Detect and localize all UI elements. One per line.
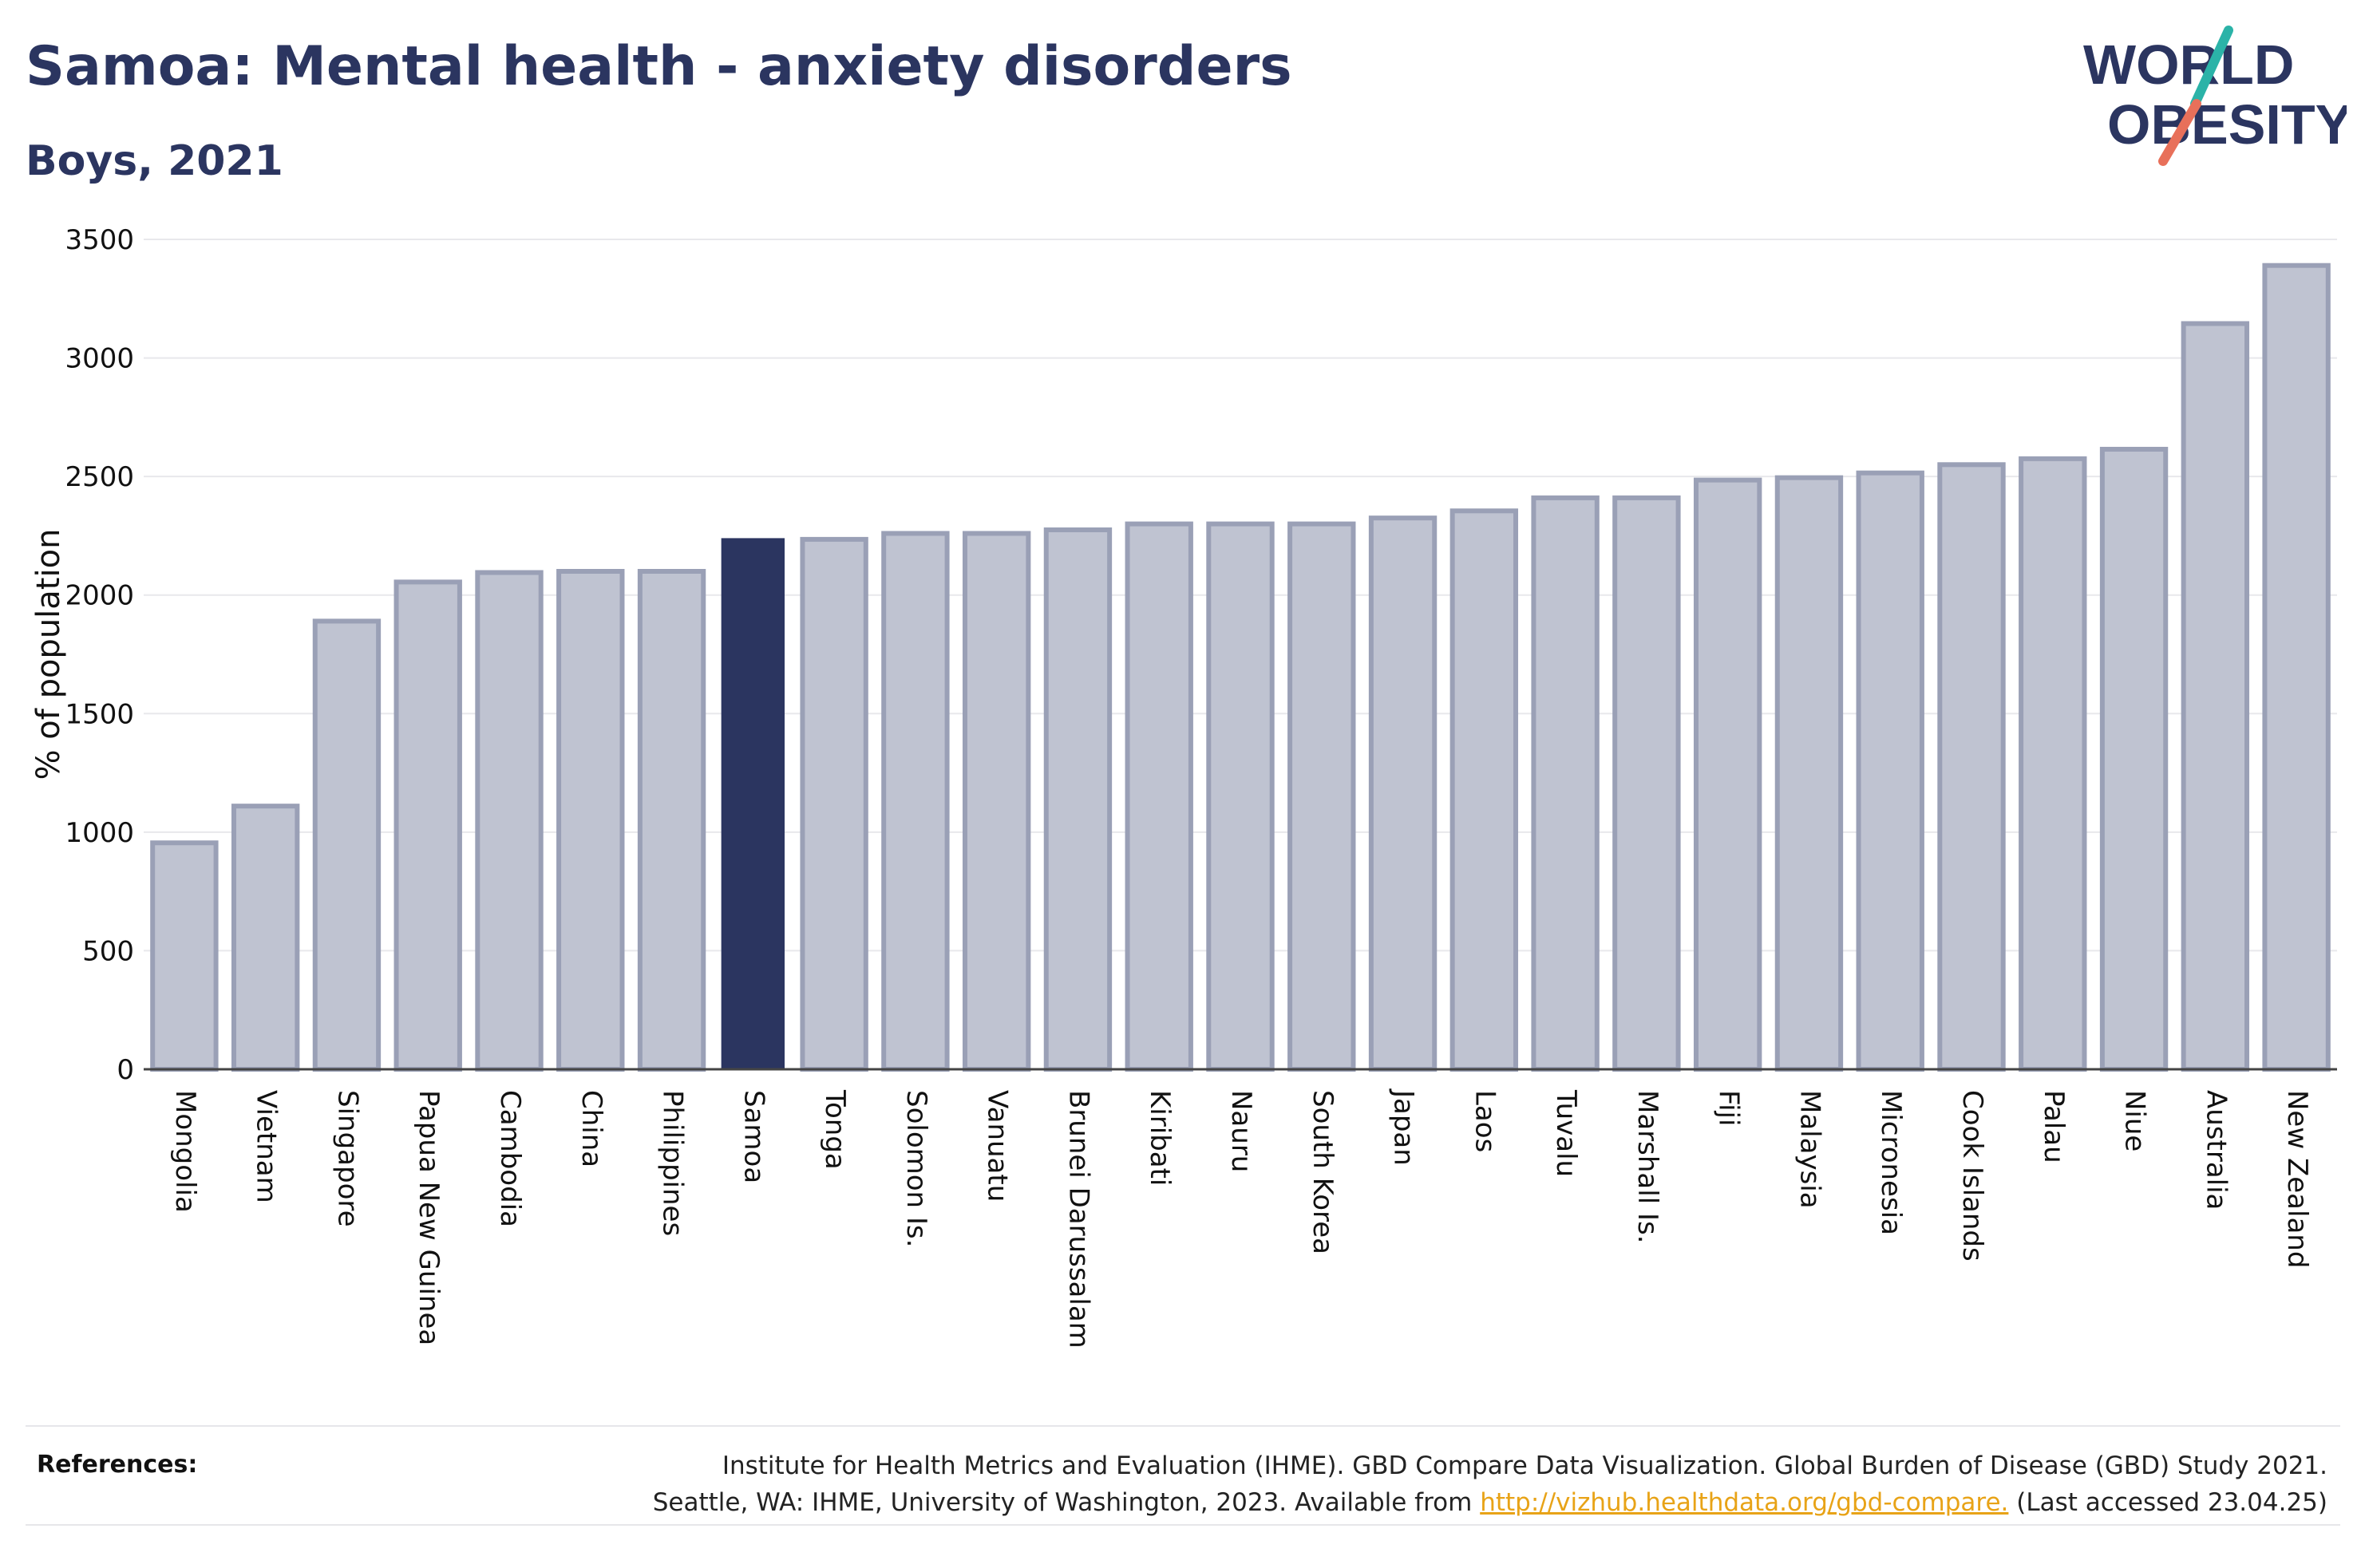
x-tick-label: Fiji	[1713, 1090, 1745, 1126]
bar	[1125, 521, 1193, 1072]
bar	[1368, 515, 1438, 1072]
bar	[1206, 521, 1275, 1072]
divider-top	[26, 1425, 2340, 1427]
x-tick-label: Philippines	[657, 1090, 689, 1236]
references-line1: Institute for Health Metrics and Evaluat…	[722, 1451, 2327, 1480]
x-tick-label: Samoa	[738, 1090, 769, 1183]
x-tick-label: Solomon Is.	[900, 1090, 932, 1247]
references-line2: Seattle, WA: IHME, University of Washing…	[492, 1484, 2327, 1521]
bar	[231, 804, 300, 1072]
x-tick-label: Papua New Guinea	[413, 1090, 445, 1345]
x-tick-label: Micronesia	[1875, 1090, 1907, 1235]
bar	[2262, 263, 2331, 1072]
bar	[150, 840, 219, 1072]
bar	[1856, 470, 1924, 1072]
x-tick-label: Vanuatu	[982, 1090, 1014, 1202]
bar-chart: 0 500 1000 1500 2000 2500 3000 3500 Mongolia Vie…	[30, 224, 2337, 1349]
y-tick-label: 500	[82, 935, 134, 967]
bar	[2099, 446, 2169, 1072]
bar	[475, 570, 544, 1072]
logo-line2: OBESITY	[2107, 93, 2347, 156]
x-tick-label: Singapore	[331, 1090, 363, 1227]
bar	[2019, 456, 2087, 1072]
x-tick-label: Malaysia	[1793, 1090, 1825, 1209]
y-tick-label: 1000	[65, 817, 134, 849]
bar	[1774, 475, 1844, 1072]
x-tick-label: Brunei Darussalam	[1062, 1090, 1094, 1349]
x-tick-labels: Mongolia Vietnam Singapore Papua New Guinea…	[169, 1088, 2313, 1349]
x-tick-label: Tuvalu	[1550, 1089, 1582, 1177]
divider-bottom	[26, 1524, 2340, 1526]
bar	[721, 538, 785, 1069]
bar	[637, 569, 706, 1072]
bars	[150, 263, 2331, 1072]
y-tick-label: 2500	[65, 461, 134, 493]
bar	[1287, 521, 1356, 1072]
y-axis-label: % of population	[30, 529, 67, 780]
logo-slash-coral	[2158, 99, 2201, 166]
bar	[556, 569, 625, 1072]
logo-line1: WORLD	[2083, 34, 2294, 96]
logo-slash-teal	[2190, 26, 2233, 109]
x-tick-label: Laos	[1469, 1090, 1501, 1152]
x-tick-label: Cook Islands	[1956, 1090, 1988, 1262]
y-tick-label: 1500	[65, 698, 134, 730]
bar	[962, 531, 1031, 1072]
x-tick-label: Palau	[2038, 1090, 2070, 1163]
chart-title: Samoa: Mental health - anxiety disorders	[26, 35, 1292, 98]
y-tick-label: 0	[117, 1054, 134, 1086]
references-label: References:	[37, 1451, 198, 1479]
bar	[881, 531, 950, 1072]
y-tick-label: 3000	[65, 343, 134, 375]
references-line2-prefix: Seattle, WA: IHME, University of Washing…	[652, 1488, 1481, 1517]
x-tick-label: New Zealand	[2281, 1090, 2313, 1268]
x-tick-label: Kiribati	[1144, 1090, 1176, 1186]
references-text: Institute for Health Metrics and Evaluat…	[492, 1448, 2327, 1521]
x-tick-label: Niue	[2119, 1090, 2151, 1151]
bar	[1043, 527, 1113, 1072]
y-tick-labels: 0 500 1000 1500 2000 2500 3000 3500	[65, 224, 134, 1086]
x-tick-label: Vietnam	[251, 1090, 283, 1203]
x-tick-label: Marshall Is.	[1631, 1090, 1663, 1244]
x-tick-label: Cambodia	[494, 1090, 526, 1227]
y-tick-label: 2000	[65, 580, 134, 612]
bar	[312, 618, 382, 1072]
x-tick-label: Australia	[2200, 1090, 2232, 1210]
world-obesity-logo: WORLD OBESITY	[2083, 26, 2347, 166]
bar	[394, 579, 462, 1072]
bar	[1531, 495, 1600, 1072]
bar	[1693, 477, 1762, 1072]
references-link[interactable]: http://vizhub.healthdata.org/gbd-compare…	[1480, 1488, 2009, 1517]
chart-subtitle: Boys, 2021	[26, 137, 283, 185]
references-line2-suffix: (Last accessed 23.04.25)	[2008, 1488, 2327, 1517]
x-tick-label: South Korea	[1307, 1090, 1339, 1254]
x-tick-label: Mongolia	[169, 1090, 201, 1213]
x-tick-label: China	[575, 1090, 607, 1167]
bar	[800, 536, 868, 1072]
bar	[1612, 495, 1681, 1072]
bar	[1449, 508, 1519, 1072]
x-tick-label: Tonga	[819, 1089, 851, 1170]
bar	[2181, 321, 2250, 1072]
bar	[1937, 462, 2006, 1072]
x-tick-label: Nauru	[1225, 1090, 1257, 1172]
x-tick-label: Japan	[1388, 1088, 1420, 1166]
y-tick-label: 3500	[65, 224, 134, 256]
